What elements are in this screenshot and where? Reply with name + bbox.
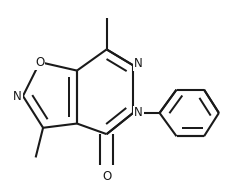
Text: N: N — [134, 106, 143, 119]
Text: N: N — [13, 89, 22, 102]
Text: N: N — [134, 57, 143, 70]
Text: O: O — [35, 56, 45, 69]
Text: O: O — [102, 170, 111, 183]
